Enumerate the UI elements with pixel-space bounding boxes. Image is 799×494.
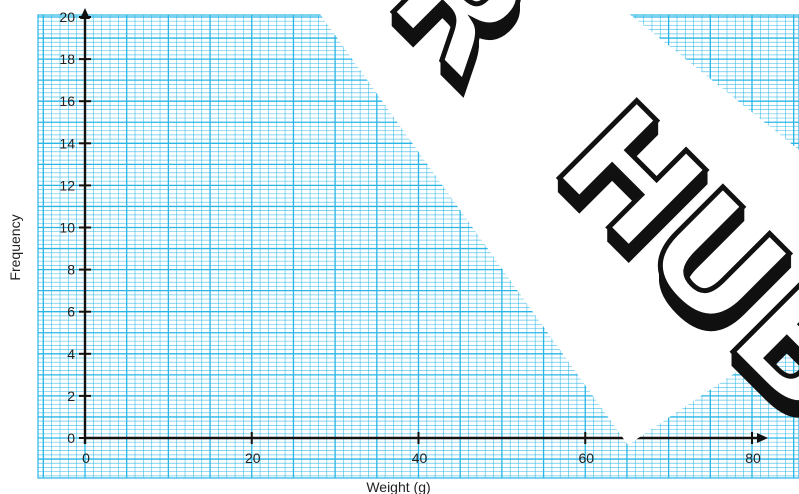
y-tick-label: 12 [59, 177, 75, 193]
tick-labels: 0 20 40 60 80 0 2 4 6 8 10 12 14 16 18 20 [59, 9, 761, 466]
y-tick-label: 8 [67, 262, 75, 278]
x-tick-label: 60 [578, 450, 594, 466]
y-tick-label: 20 [59, 9, 75, 25]
x-tick-label: 20 [245, 450, 261, 466]
y-axis-label: Frequency [7, 214, 23, 280]
watermark: RRRRRRRRRRRRRRRHHHHHHHHHHHHHHHUUUUUUUUUU… [310, 0, 799, 463]
x-axis-label: Weight (g) [366, 479, 430, 494]
x-tick-label: 40 [412, 450, 428, 466]
x-axis-arrow [757, 433, 768, 443]
y-tick-label: 0 [67, 430, 75, 446]
y-tick-label: 14 [59, 135, 75, 151]
watermark-band [310, 0, 799, 445]
y-tick-label: 4 [67, 346, 75, 362]
y-tick-label: 16 [59, 93, 75, 109]
x-tick-label: 80 [745, 450, 761, 466]
y-tick-label: 10 [59, 220, 75, 236]
y-tick-label: 2 [67, 388, 75, 404]
y-tick-label: 6 [67, 304, 75, 320]
x-tick-label: 0 [82, 450, 90, 466]
axes [80, 8, 768, 444]
y-tick-label: 18 [59, 51, 75, 67]
